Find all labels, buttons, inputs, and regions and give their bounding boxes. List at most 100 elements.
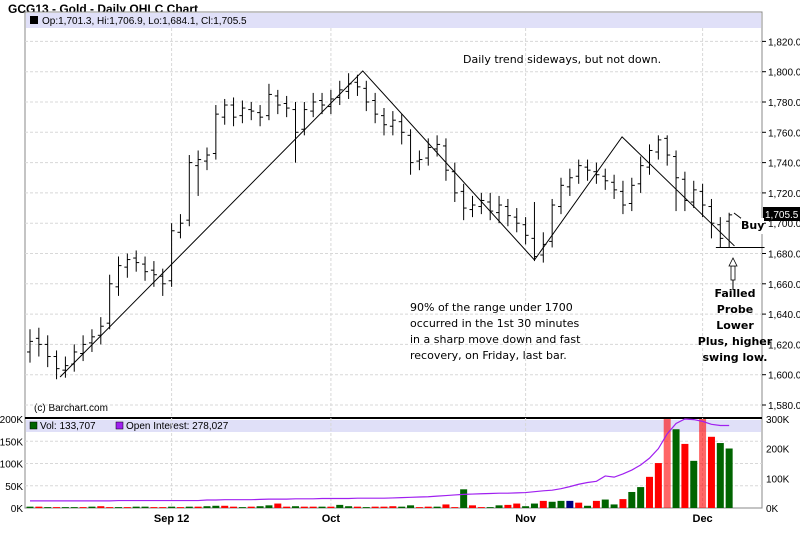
y-tick-label: 1,700.0 — [768, 219, 800, 230]
volume-bar — [97, 506, 105, 508]
volume-bar — [433, 506, 441, 508]
volume-bar — [415, 507, 423, 508]
volume-bar — [283, 506, 291, 508]
volume-bar — [601, 499, 609, 508]
volume-bar — [115, 507, 122, 508]
annotation-line: swing low. — [702, 351, 768, 364]
x-tick-label: Nov — [515, 513, 537, 525]
oi-legend: Open Interest: 278,027 — [126, 421, 229, 432]
volume-bar — [26, 506, 34, 508]
volume-bar — [88, 506, 96, 508]
y-tick-label: 1,640.0 — [768, 310, 800, 321]
volume-bar — [548, 501, 556, 508]
volume-bar — [504, 504, 512, 508]
volume-bar — [132, 506, 140, 508]
volume-bar — [70, 507, 78, 508]
volume-bar — [575, 502, 583, 508]
price-panel — [24, 11, 763, 419]
volume-bar — [619, 499, 627, 508]
volume-bar — [336, 504, 344, 508]
volume-bar — [309, 506, 317, 508]
price-legend-band — [26, 13, 761, 28]
up-arrow-icon — [728, 257, 738, 290]
y-tick-label: 1,780.0 — [768, 98, 800, 109]
y-tick-label: 1,720.0 — [768, 189, 800, 200]
volume-bar — [265, 505, 273, 508]
volume-bar — [654, 463, 662, 508]
last-price-label: 1,705.5 — [765, 210, 799, 221]
annotation-line: Lower — [716, 319, 754, 332]
volume-bar — [477, 507, 485, 508]
volume-bar — [141, 506, 149, 508]
volume-tick-label: 50K — [5, 482, 23, 493]
volume-bar — [486, 507, 494, 508]
volume-tick-label: 150K — [0, 437, 23, 448]
volume-bar — [672, 429, 680, 508]
volume-bar — [318, 506, 326, 508]
volume-bar — [185, 506, 193, 508]
volume-bar — [362, 507, 370, 508]
volume-bar — [628, 491, 636, 508]
price-legend: Op:1,701.3, Hi:1,706.9, Lo:1,684.1, Cl:1… — [42, 16, 247, 27]
volume-bar — [212, 505, 220, 508]
volume-bar — [539, 500, 547, 508]
volume-bar — [424, 506, 432, 508]
volume-bar — [176, 507, 184, 508]
volume-legend-swatch — [29, 421, 38, 430]
price-legend-swatch — [30, 16, 38, 24]
oi-legend-swatch — [115, 421, 124, 430]
annotation-trend: Daily trend sideways, but not down. — [463, 53, 662, 66]
volume-bar — [159, 507, 167, 508]
volume-bar — [238, 507, 246, 508]
y-tick-label: 1,820.0 — [768, 37, 800, 48]
volume-tick-label: 200K — [0, 415, 23, 426]
volume-bar — [407, 505, 415, 508]
volume-bar — [566, 500, 574, 508]
volume-bar — [398, 506, 406, 508]
volume-bar — [194, 506, 202, 508]
volume-legend-band — [26, 420, 761, 432]
volume-bar — [513, 503, 521, 508]
volume-bar — [230, 506, 238, 508]
volume-bar — [442, 504, 450, 508]
volume-bar — [389, 506, 397, 508]
annotation-line: Probe — [716, 303, 754, 316]
annotation-line: Plus, higher — [697, 335, 773, 348]
trendline — [59, 70, 735, 378]
annotation-range: 90% of the range under 1700 occurred in … — [410, 300, 580, 364]
y-tick-label: 1,800.0 — [768, 68, 800, 79]
volume-legend: Vol: 133,707 — [40, 421, 96, 432]
annotation-line: in a sharp move down and fast — [410, 333, 581, 346]
volume-bar — [79, 507, 87, 508]
y-tick-label: 1,580.0 — [768, 401, 800, 412]
y-tick-label: 1,660.0 — [768, 280, 800, 291]
volume-bar — [274, 503, 282, 508]
volume-tick-label: 0K — [11, 504, 24, 515]
annotation-line: Failled — [714, 287, 756, 300]
volume-bar — [221, 505, 229, 508]
volume-bar — [716, 443, 724, 508]
volume-bar — [460, 489, 468, 508]
credit-text: (c) Barchart.com — [34, 403, 108, 414]
volume-bar — [327, 506, 335, 508]
y-tick-label: 1,680.0 — [768, 250, 800, 261]
volume-bar — [353, 506, 361, 508]
volume-bar — [725, 448, 733, 508]
volume-bar — [44, 507, 52, 508]
x-tick-label: Oct — [322, 513, 341, 525]
volume-bar — [256, 506, 264, 508]
volume-bar — [123, 507, 131, 508]
oi-tick-label: 100K — [766, 474, 790, 485]
volume-bar — [663, 419, 671, 508]
volume-bar — [300, 506, 308, 508]
oi-tick-label: 0K — [766, 504, 779, 515]
oi-tick-label: 300K — [766, 415, 790, 426]
annotation-line: recovery, on Friday, last bar. — [410, 349, 567, 362]
volume-bar — [292, 506, 299, 508]
annotation-line: occurred in the 1st 30 minutes — [410, 317, 580, 330]
volume-bar — [707, 436, 715, 508]
volume-bar — [469, 505, 476, 508]
volume-bar — [345, 506, 353, 508]
volume-bar — [530, 503, 538, 508]
